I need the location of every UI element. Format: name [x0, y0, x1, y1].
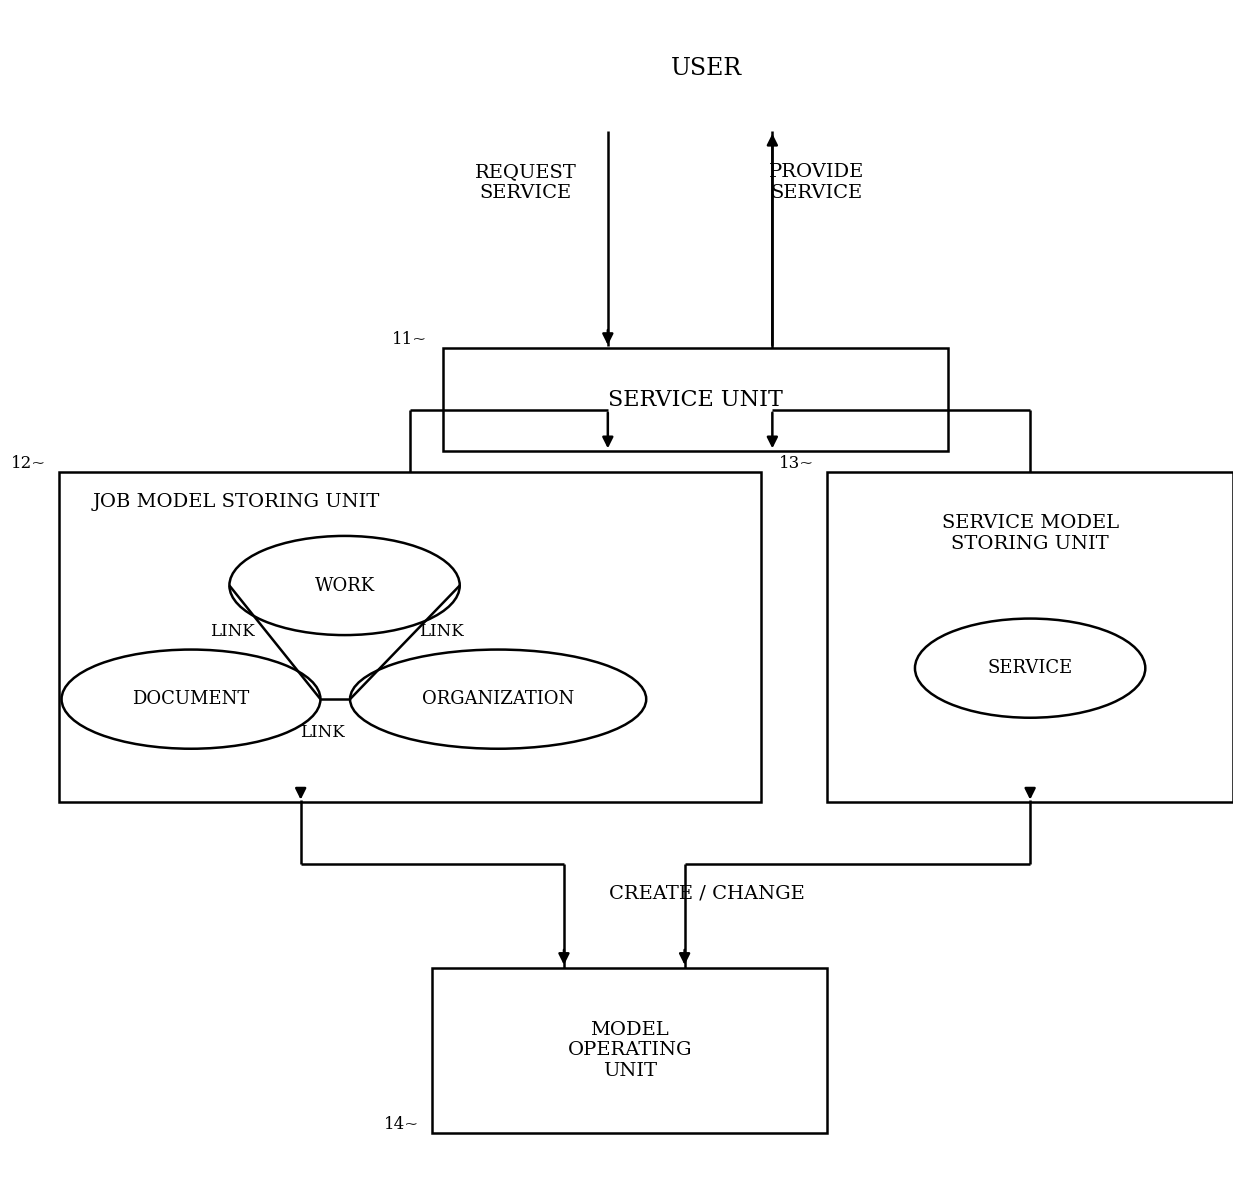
Text: 13~: 13~ — [779, 454, 813, 472]
Text: WORK: WORK — [315, 577, 374, 595]
Ellipse shape — [229, 536, 460, 635]
Text: LINK: LINK — [211, 624, 255, 641]
Text: USER: USER — [671, 58, 742, 81]
Text: DOCUMENT: DOCUMENT — [133, 690, 249, 708]
Bar — [443, 347, 947, 451]
Text: ORGANIZATION: ORGANIZATION — [422, 690, 574, 708]
Text: LINK: LINK — [300, 724, 345, 740]
Text: SERVICE: SERVICE — [987, 659, 1073, 677]
Text: PROVIDE
SERVICE: PROVIDE SERVICE — [769, 163, 864, 202]
Text: MODEL
OPERATING
UNIT: MODEL OPERATING UNIT — [568, 1020, 692, 1081]
Text: JOB MODEL STORING UNIT: JOB MODEL STORING UNIT — [92, 493, 379, 511]
Text: 11~: 11~ — [392, 331, 427, 347]
Text: LINK: LINK — [419, 624, 464, 641]
Text: REQUEST
SERVICE: REQUEST SERVICE — [475, 163, 577, 202]
Text: SERVICE MODEL
STORING UNIT: SERVICE MODEL STORING UNIT — [941, 514, 1118, 553]
Text: 14~: 14~ — [384, 1117, 419, 1133]
Ellipse shape — [915, 619, 1146, 718]
Text: 12~: 12~ — [11, 454, 46, 472]
Text: SERVICE UNIT: SERVICE UNIT — [608, 388, 782, 411]
Text: CREATE / CHANGE: CREATE / CHANGE — [609, 885, 805, 903]
Bar — [433, 968, 827, 1133]
Ellipse shape — [62, 649, 320, 749]
Bar — [60, 472, 761, 803]
Bar — [827, 472, 1233, 803]
Ellipse shape — [350, 649, 646, 749]
